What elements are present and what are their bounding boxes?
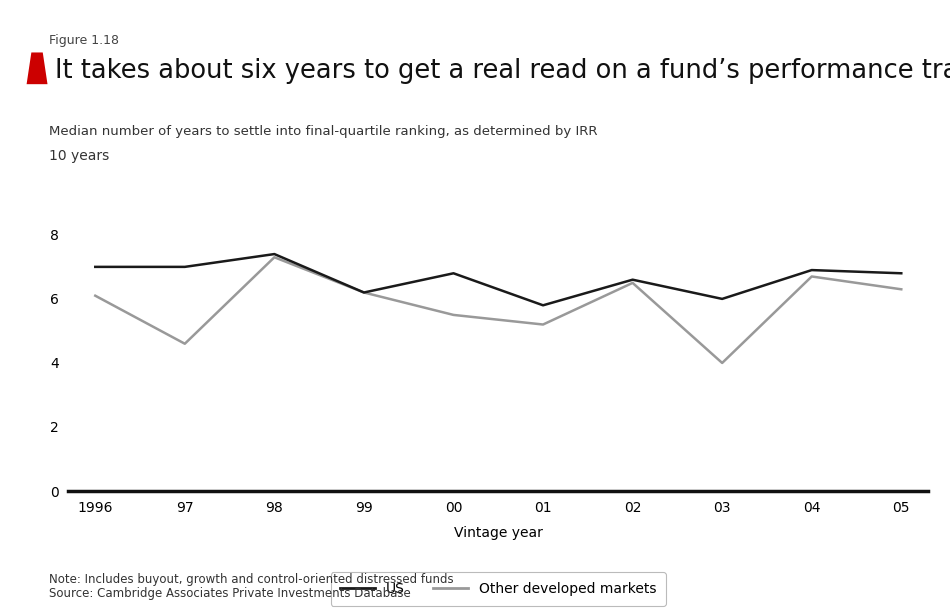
X-axis label: Vintage year: Vintage year (454, 526, 542, 540)
Text: Median number of years to settle into final-quartile ranking, as determined by I: Median number of years to settle into fi… (49, 125, 598, 138)
Text: 10 years: 10 years (49, 149, 109, 163)
Text: Source: Cambridge Associates Private Investments Database: Source: Cambridge Associates Private Inv… (49, 587, 411, 600)
Text: Note: Includes buyout, growth and control-oriented distressed funds: Note: Includes buyout, growth and contro… (49, 573, 454, 586)
Text: Figure 1.18: Figure 1.18 (49, 34, 120, 46)
Legend: US, Other developed markets: US, Other developed markets (331, 572, 666, 606)
Text: It takes about six years to get a real read on a fund’s performance trajectory: It takes about six years to get a real r… (55, 58, 950, 84)
